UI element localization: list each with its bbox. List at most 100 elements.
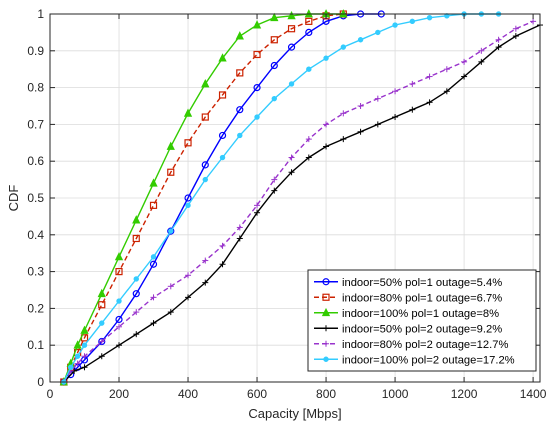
data-point: [218, 131, 227, 140]
legend-label: indoor=50% pol=2 outage=9.2%: [342, 323, 502, 335]
data-point: [133, 276, 139, 282]
data-point: [444, 13, 450, 19]
data-point: [252, 20, 262, 29]
data-point: [512, 33, 519, 40]
y-tick-label: 0.3: [27, 265, 44, 279]
x-tick-label: 400: [178, 387, 198, 401]
legend-item: indoor=80% pol=1 outage=6.7%: [314, 292, 502, 304]
y-tick-label: 0.8: [27, 81, 44, 95]
data-point: [99, 320, 105, 326]
data-point: [81, 342, 88, 348]
data-point: [271, 187, 278, 194]
data-point: [74, 353, 81, 359]
data-point: [133, 331, 140, 338]
data-point: [73, 340, 82, 349]
data-point: [114, 251, 124, 261]
data-point: [392, 88, 399, 95]
data-point: [323, 121, 330, 128]
data-point: [254, 209, 261, 216]
data-point: [167, 283, 174, 290]
data-point: [116, 298, 122, 304]
x-axis-label: Capacity [Mbps]: [248, 406, 341, 421]
series-line: [63, 13, 499, 383]
data-point: [305, 136, 312, 143]
data-point: [68, 364, 74, 370]
data-point: [530, 18, 537, 25]
series-line: [63, 13, 382, 383]
data-point: [236, 235, 243, 242]
data-point: [306, 66, 312, 72]
data-point: [219, 242, 226, 249]
data-point: [512, 25, 519, 32]
legend-label: indoor=100% pol=2 outage=17.2%: [342, 354, 515, 366]
data-point: [426, 99, 433, 106]
data-point: [218, 53, 227, 62]
data-point: [271, 95, 277, 102]
data-point: [202, 176, 208, 183]
data-point: [185, 272, 192, 279]
data-point: [340, 44, 347, 50]
legend: indoor=50% pol=1 outage=5.4% indoor=80% p…: [307, 269, 537, 372]
y-tick-label: 0.1: [27, 338, 44, 352]
x-tick-label: 600: [247, 387, 267, 401]
data-point: [167, 309, 174, 316]
data-point: [150, 254, 157, 260]
data-point: [409, 18, 416, 25]
data-point: [115, 268, 123, 276]
data-point: [253, 50, 261, 59]
legend-label: indoor=80% pol=1 outage=6.7%: [342, 292, 502, 304]
data-point: [253, 83, 261, 92]
data-point: [374, 95, 381, 102]
data-point: [254, 202, 261, 209]
data-point: [443, 66, 450, 73]
series-line: [63, 20, 534, 383]
legend-item: indoor=50% pol=2 outage=9.2%: [314, 323, 502, 335]
legend-marker: [321, 307, 331, 317]
y-axis-label: CDF: [6, 185, 21, 212]
data-point: [270, 61, 278, 70]
data-point: [201, 161, 209, 169]
data-point: [202, 257, 209, 264]
data-point: [288, 81, 295, 87]
data-point: [219, 261, 226, 268]
data-point: [323, 143, 330, 150]
data-point: [392, 22, 398, 28]
y-tick-label: 0.5: [27, 191, 44, 205]
legend-label: indoor=50% pol=1 outage=5.4%: [342, 277, 502, 289]
data-point: [115, 315, 123, 324]
legend-marker: [323, 356, 329, 362]
data-point: [305, 154, 312, 161]
data-point: [150, 294, 157, 301]
data-point: [426, 73, 433, 80]
data-point: [392, 114, 399, 121]
data-point: [357, 103, 364, 109]
data-point: [185, 202, 191, 209]
y-tick-label: 1: [37, 7, 44, 21]
data-point: [150, 320, 157, 327]
data-point: [426, 14, 433, 21]
data-point: [340, 136, 347, 143]
legend-item: indoor=100% pol=2 outage=17.2%: [314, 354, 515, 366]
data-point: [461, 73, 468, 80]
data-point: [478, 58, 485, 65]
legend-label: indoor=80% pol=2 outage=12.7%: [342, 339, 508, 351]
data-point: [270, 12, 279, 22]
data-point: [357, 128, 364, 135]
data-point: [132, 234, 140, 243]
data-point: [183, 108, 193, 117]
data-point: [167, 227, 175, 235]
data-point: [375, 29, 381, 36]
data-point: [271, 176, 278, 183]
data-point: [167, 168, 175, 176]
data-point: [235, 31, 244, 40]
data-point: [287, 43, 296, 51]
y-tick-label: 0.2: [27, 301, 44, 315]
data-point: [495, 44, 502, 51]
data-point: [133, 309, 140, 316]
data-point: [236, 69, 244, 77]
x-tick-label: 1400: [520, 387, 547, 401]
data-point: [357, 37, 364, 43]
legend-marker: [322, 278, 330, 286]
legend-item: indoor=100% pol=1 outage=8%: [314, 308, 499, 320]
